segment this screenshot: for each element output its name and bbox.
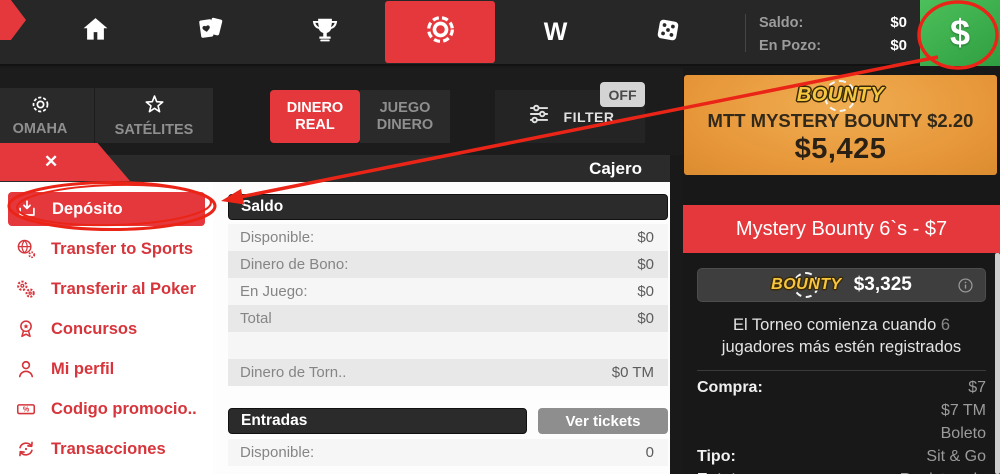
poker-chip-icon [424, 13, 457, 51]
cashier-content: Saldo Disponible: $0 Dinero de Bono: $0 … [213, 182, 670, 474]
cashier-modal: Cajero ✕ Depósito [0, 143, 670, 474]
bounty-amount: $3,325 [853, 274, 912, 295]
w-logo-icon: W [543, 17, 568, 46]
entradas-header-bar: Entradas Ver tickets [228, 408, 668, 434]
menu-label: Mi perfil [51, 359, 115, 378]
poker-transfer-icon [15, 278, 37, 300]
menu-item-transacciones[interactable]: Transacciones [0, 429, 213, 469]
nav-cash-games[interactable] [182, 0, 238, 64]
detail-row-estatus: Estatus: Registrando [697, 469, 986, 474]
tab-omaha[interactable]: OMAHA [0, 88, 94, 143]
nav-sit-and-go[interactable] [385, 1, 495, 63]
en-pozo-value: $0 [890, 37, 907, 54]
entradas-section-header: Entradas [228, 408, 527, 434]
close-icon: ✕ [44, 152, 59, 171]
menu-item-codigo-promocional[interactable]: % Codigo promocio.. [0, 389, 213, 429]
detail-row-tipo: Tipo: Sit & Go [697, 448, 986, 466]
sports-transfer-icon [15, 238, 37, 260]
detail-row-tm: $7 TM [940, 402, 986, 420]
menu-item-transfer-sports[interactable]: Transfer to Sports [0, 229, 213, 269]
star-icon [143, 93, 166, 120]
nav-windfall[interactable]: W [527, 0, 583, 64]
nav-home[interactable] [67, 0, 123, 64]
nav-tournaments[interactable] [297, 0, 353, 64]
menu-label: Transfer to Sports [51, 239, 194, 258]
tournament-start-note: El Torneo comienza cuando 6 jugadores má… [721, 316, 962, 356]
tournament-title[interactable]: Mystery Bounty 6`s - $7 [683, 205, 1000, 253]
left-chevron-icon [0, 0, 26, 40]
saldo-row-bono: Dinero de Bono: $0 [228, 251, 668, 278]
detail-row-compra: Compra: $7 [697, 379, 986, 397]
cashier-menu: Depósito Transfer to Sports [0, 182, 213, 474]
top-nav-bar: W Saldo: $0 En Pozo: $0 [0, 0, 1000, 66]
menu-item-concursos[interactable]: Concursos [0, 309, 213, 349]
tournament-details: Compra: $7 $7 TM Boleto Tipo: Sit & Go E… [683, 371, 1000, 474]
menu-label: Codigo promocio.. [51, 399, 197, 418]
profile-icon [15, 358, 37, 380]
filter-off-toggle[interactable]: OFF [600, 82, 645, 107]
bounty-amount-pill: BOUNTY $3,325 [697, 268, 986, 302]
dinero-real-button[interactable]: DINERO REAL [270, 90, 360, 143]
tab-satelites[interactable]: SATÉLITES [95, 88, 213, 143]
tab-satelites-label: SATÉLITES [114, 122, 194, 138]
tab-omaha-label: OMAHA [12, 121, 68, 137]
cashier-body: Depósito Transfer to Sports [0, 182, 670, 474]
balance-summary: Saldo: $0 En Pozo: $0 [759, 11, 907, 57]
menu-label: Concursos [51, 319, 138, 338]
deposit-icon [16, 198, 38, 220]
ver-tickets-button[interactable]: Ver tickets [538, 408, 668, 434]
bounty-chip-icon [793, 272, 820, 298]
promo-code-icon: % [15, 398, 37, 420]
details-divider [697, 369, 986, 371]
filter-label: FILTER [563, 108, 615, 125]
trophy-icon [310, 15, 340, 50]
home-icon [80, 14, 111, 50]
en-pozo-label: En Pozo: [759, 37, 822, 54]
balance-divider [745, 14, 746, 52]
juego-dinero-button[interactable]: JUEGO DINERO [360, 90, 450, 143]
svg-text:%: % [23, 405, 30, 414]
saldo-row-disponible: Disponible: $0 [228, 224, 668, 251]
bounty-logo: BOUNTY [797, 79, 884, 112]
saldo-row-en-juego: En Juego: $0 [228, 278, 668, 305]
entradas-row-disponible: Disponible: 0 [228, 439, 668, 466]
banner-prize-amount: $5,425 [794, 133, 887, 165]
saldo-value: $0 [890, 14, 907, 31]
sub-nav-bar: OMAHA SATÉLITES DINERO REAL JUEGO DINERO… [0, 68, 683, 155]
menu-label: Transferir al Poker [51, 279, 196, 298]
bounty-logo-small: BOUNTY [771, 272, 842, 298]
contests-icon [15, 318, 37, 340]
playing-cards-icon [195, 14, 226, 50]
nav-casino[interactable] [640, 0, 696, 64]
dice-icon [653, 15, 683, 50]
saldo-rows: Disponible: $0 Dinero de Bono: $0 En Jue… [228, 224, 668, 386]
saldo-section-header: Saldo [228, 194, 668, 220]
saldo-label: Saldo: [759, 14, 804, 31]
menu-item-transferir-poker[interactable]: Transferir al Poker [0, 269, 213, 309]
scrollbar[interactable] [995, 253, 1000, 474]
players-needed-count: 6 [940, 316, 951, 334]
saldo-row-torneo: Dinero de Torn.. $0 TM [228, 359, 668, 386]
tournament-promo-panel: BOUNTY MTT MYSTERY BOUNTY $2.20 $5,425 M… [683, 68, 1000, 474]
banner-title: MTT MYSTERY BOUNTY $2.20 [707, 110, 974, 131]
close-cashier-button[interactable]: ✕ [0, 143, 130, 181]
money-mode-toggle: DINERO REAL JUEGO DINERO [270, 90, 450, 143]
detail-row-boleto: Boleto [940, 425, 986, 443]
filter-sliders-icon [526, 101, 552, 132]
saldo-row-spacer [228, 332, 668, 359]
mystery-bounty-banner[interactable]: BOUNTY MTT MYSTERY BOUNTY $2.20 $5,425 [684, 75, 997, 175]
menu-item-mi-perfil[interactable]: Mi perfil [0, 349, 213, 389]
info-icon[interactable] [957, 277, 974, 294]
chip-small-icon [30, 94, 51, 119]
transactions-icon [15, 438, 37, 460]
menu-item-deposito[interactable]: Depósito [8, 192, 205, 226]
menu-label: Transacciones [51, 439, 166, 458]
menu-label: Depósito [52, 199, 123, 218]
cashier-dollar-button[interactable]: $ [920, 0, 1000, 66]
saldo-row-total: Total $0 [228, 305, 668, 332]
